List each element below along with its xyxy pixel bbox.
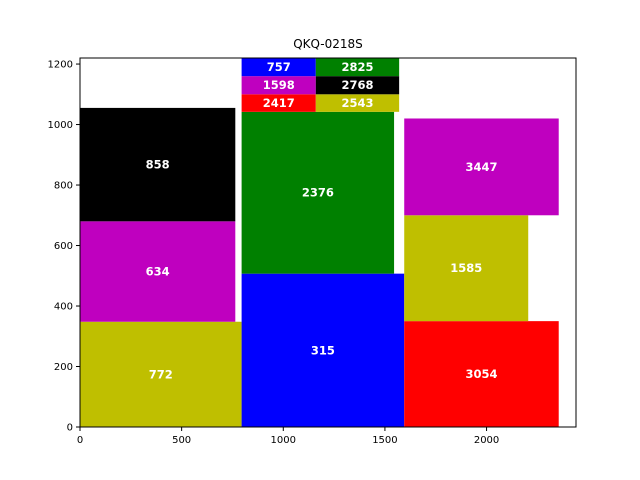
treemap-cell-2376: [241, 111, 395, 274]
cell-label-315: 315: [311, 343, 335, 357]
y-tick-label: 0: [67, 423, 73, 434]
cell-label-858: 858: [146, 158, 170, 172]
treemap-cell-3054: [404, 321, 559, 427]
treemap-cell-1598: [241, 76, 316, 95]
y-tick-label: 1000: [48, 120, 73, 131]
cell-label-2376: 2376: [302, 186, 334, 200]
y-axis-ticks: 0 200 400 600 800 1000 1200: [48, 60, 80, 434]
treemap-cell-1585: [404, 215, 529, 322]
treemap-cell-757: [241, 58, 316, 77]
cell-label-634: 634: [146, 265, 170, 279]
cell-label-2543: 2543: [341, 96, 373, 110]
y-tick-label: 800: [54, 181, 73, 192]
treemap-cell-2825: [315, 58, 400, 77]
cell-label-3447: 3447: [465, 160, 497, 174]
y-tick-label: 200: [54, 362, 73, 373]
cell-label-2768: 2768: [341, 78, 373, 92]
x-axis-ticks: 0 500 1000 1500 2000: [77, 427, 499, 446]
cell-label-3054: 3054: [465, 367, 497, 381]
treemap-cell-3447: [404, 118, 559, 216]
treemap-cell-2768: [315, 76, 400, 95]
cell-label-2825: 2825: [341, 60, 373, 74]
y-tick-label: 400: [54, 302, 73, 313]
cell-label-2417: 2417: [263, 96, 295, 110]
x-tick-label: 1000: [271, 435, 296, 446]
treemap-cell-2417: [241, 94, 316, 112]
cell-labels-layer: 772 634 858 315 2376 2417 2543 1598 2768 757 2825 3…: [146, 60, 498, 381]
chart-title: QKQ-0218S: [293, 37, 363, 51]
x-tick-label: 500: [172, 435, 191, 446]
x-tick-label: 0: [77, 435, 83, 446]
cell-label-772: 772: [149, 367, 173, 381]
cell-label-757: 757: [267, 60, 291, 74]
rectangles-layer: [80, 58, 559, 427]
axes-frame: [79, 57, 577, 428]
cell-label-1598: 1598: [263, 78, 295, 92]
treemap-cell-315: [241, 273, 405, 427]
treemap-cell-634: [80, 221, 236, 322]
y-tick-label: 600: [54, 241, 73, 252]
treemap-cell-2543: [315, 94, 400, 112]
treemap-cell-858: [80, 107, 236, 222]
treemap-cell-772: [80, 321, 242, 427]
y-tick-label: 1200: [48, 60, 73, 71]
x-tick-label: 2000: [474, 435, 499, 446]
x-tick-label: 1500: [372, 435, 397, 446]
cell-label-1585: 1585: [450, 261, 482, 275]
